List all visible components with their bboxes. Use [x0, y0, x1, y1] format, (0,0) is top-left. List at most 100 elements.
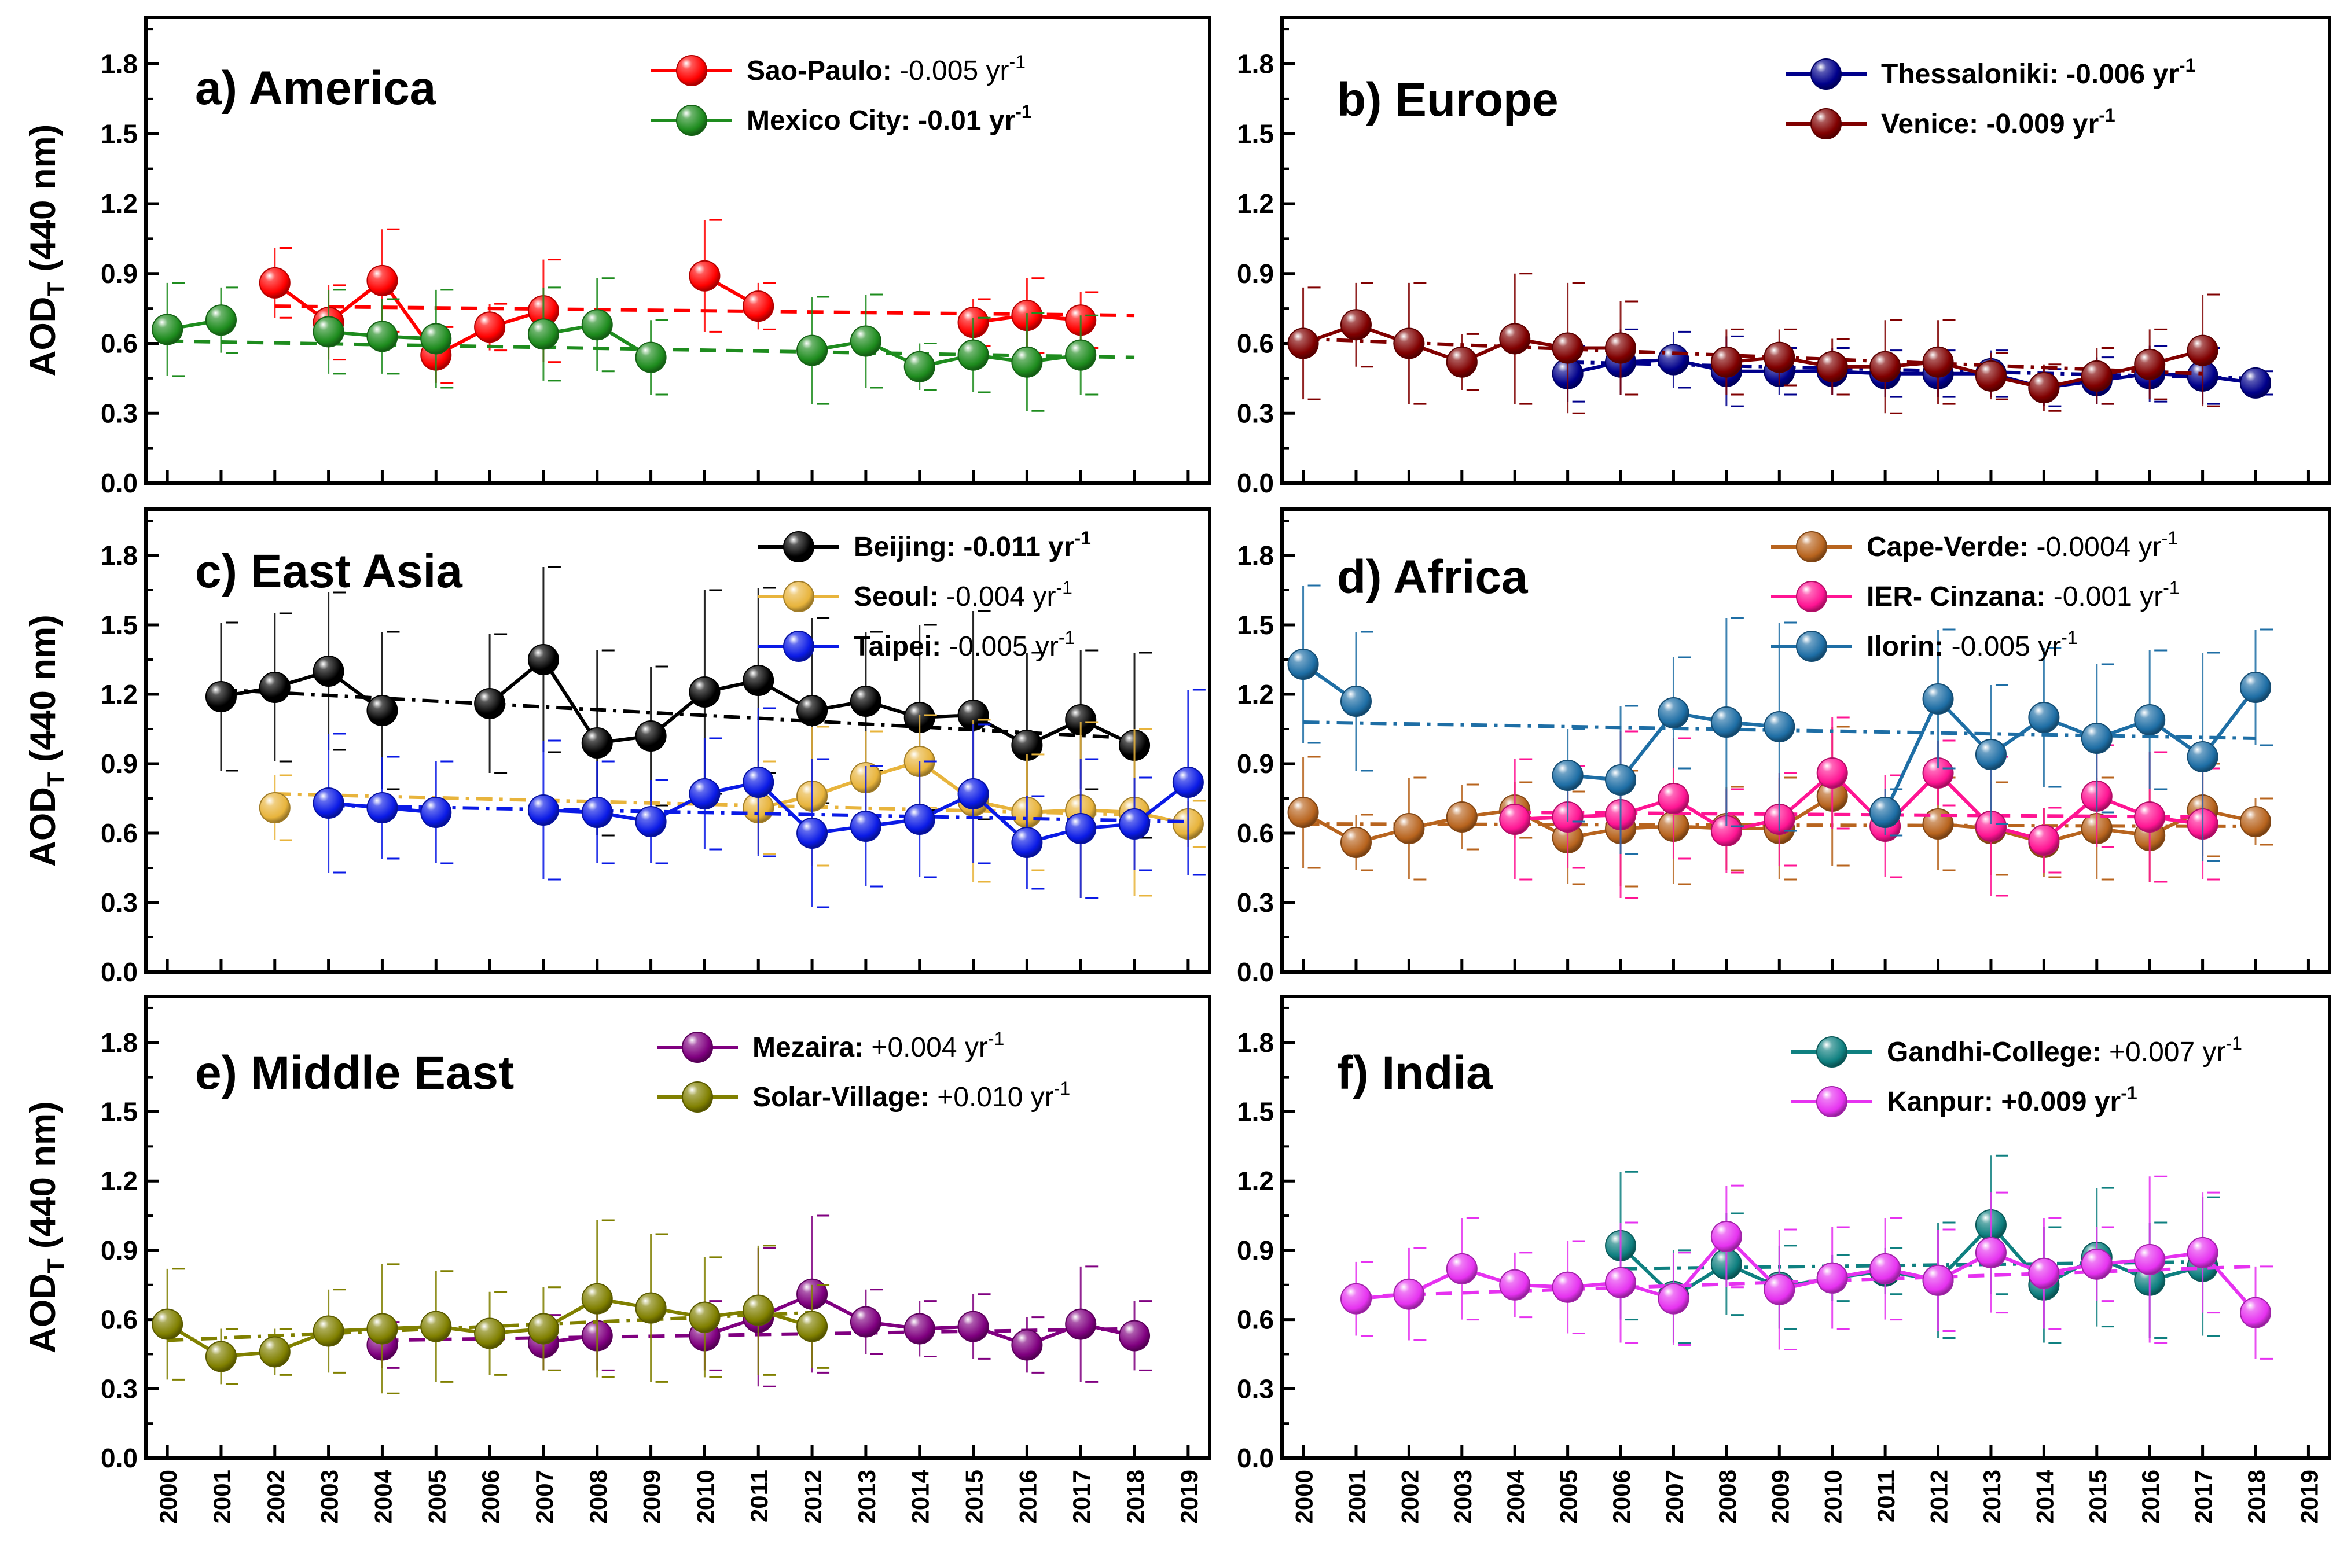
- x-tick-label: 2018: [1122, 1470, 1149, 1523]
- data-point: [1172, 767, 1204, 798]
- data-point: [1340, 686, 1372, 717]
- data-point: [850, 325, 881, 357]
- data-point: [1393, 1278, 1425, 1310]
- x-tick-label: 2016: [1014, 1470, 1041, 1523]
- legend-marker: [1816, 1036, 1847, 1068]
- x-tick-label: 2010: [692, 1470, 719, 1523]
- series-line: [1356, 1234, 2257, 1314]
- y-tick-label: 0.3: [1237, 888, 1274, 918]
- panel-2: 0.0 0.3 0.6 0.9 1.2 1.5 1.8 b) Europe Thessaloni…: [1237, 16, 2331, 498]
- x-tick-label: 2010: [1820, 1470, 1847, 1523]
- x-tick-label: 2018: [2243, 1470, 2270, 1523]
- data-point: [2028, 371, 2060, 403]
- legend-label: Taipei: -0.005 yr-1: [854, 627, 1075, 662]
- data-point: [2240, 1297, 2272, 1328]
- x-tick-label: 2008: [1714, 1470, 1741, 1523]
- data-point: [1869, 351, 1901, 382]
- y-tick-label: 0.9: [101, 259, 138, 289]
- panel-frame: [1280, 995, 2331, 1460]
- legend-entry: IER- Cinzana: -0.001 yr-1: [1771, 577, 2180, 612]
- legend-label: Venice: -0.009 yr-1: [1881, 105, 2115, 139]
- data-point: [1340, 827, 1372, 858]
- x-tick-label: 2014: [907, 1469, 934, 1523]
- data-point: [743, 665, 774, 696]
- series-taipei: [313, 689, 1206, 908]
- legend-entry: Taipei: -0.005 yr-1: [758, 627, 1075, 662]
- x-tick-label: 2012: [1926, 1470, 1953, 1523]
- data-point: [1816, 351, 1848, 382]
- y-tick-label: 0.9: [1237, 259, 1274, 289]
- x-tick-label: 2011: [1872, 1470, 1900, 1522]
- series-kanpur: [1340, 1175, 2273, 1360]
- data-point: [366, 695, 398, 726]
- data-point: [2187, 1236, 2218, 1268]
- data-point: [2081, 1248, 2113, 1280]
- legend-entry: Beijing: -0.011 yr-1: [758, 528, 1091, 562]
- legend-marker: [1796, 581, 1827, 612]
- data-point: [313, 787, 344, 819]
- x-tick-label: 2015: [2084, 1470, 2111, 1523]
- legend-label: Mexico City: -0.01 yr-1: [747, 101, 1032, 136]
- data-point: [152, 1308, 183, 1340]
- legend-entry: Cape-Verde: -0.0004 yr-1: [1771, 528, 2178, 562]
- y-tick-label: 1.2: [1237, 189, 1274, 219]
- x-tick-label: 2017: [1068, 1470, 1095, 1523]
- data-point: [152, 314, 183, 345]
- x-tick-label: 2007: [531, 1470, 558, 1523]
- data-point: [259, 1336, 291, 1368]
- data-point: [1446, 346, 1478, 378]
- legend-marker: [783, 531, 814, 562]
- legend-marker: [783, 581, 814, 612]
- data-point: [366, 792, 398, 823]
- legend-marker: [1810, 108, 1842, 139]
- data-point: [1658, 344, 1689, 376]
- panel-title: c) East Asia: [195, 545, 463, 598]
- data-point: [1340, 309, 1372, 341]
- legend-marker: [682, 1032, 713, 1063]
- x-tick-label: 2005: [1555, 1470, 1582, 1523]
- panel-4: 0.0 0.3 0.6 0.9 1.2 1.5 1.8 d) Africa Cape-Verde…: [1237, 507, 2331, 987]
- data-point: [527, 644, 559, 675]
- y-tick-label: 0.3: [1237, 1374, 1274, 1404]
- x-tick-label: 2014: [2031, 1469, 2058, 1523]
- y-tick-label: 0.9: [1237, 749, 1274, 779]
- data-point: [1065, 339, 1097, 371]
- y-axis-label: AODT (440 nm): [23, 614, 69, 867]
- legend-label: Cape-Verde: -0.0004 yr-1: [1867, 528, 2178, 562]
- data-point: [2028, 1257, 2060, 1289]
- data-point: [1605, 764, 1637, 796]
- panel-3: 0.0 0.3 0.6 0.9 1.2 1.5 1.8 AODT (440 nm) c) Eas…: [23, 507, 1211, 987]
- legend-entry: Thessaloniki: -0.006 yr-1: [1786, 55, 2195, 90]
- x-tick-label: 2001: [208, 1470, 236, 1523]
- y-tick-label: 0.6: [1237, 329, 1274, 359]
- data-point: [474, 688, 506, 719]
- data-point: [1065, 1308, 1097, 1340]
- data-point: [1119, 1320, 1151, 1352]
- data-point: [1446, 1253, 1478, 1284]
- y-tick-label: 0.6: [101, 329, 138, 359]
- panel-frame: [144, 995, 1211, 1460]
- data-point: [1446, 801, 1478, 833]
- y-tick-label: 1.2: [1237, 679, 1274, 709]
- y-tick-label: 0.3: [101, 1374, 138, 1404]
- data-point: [903, 1313, 935, 1345]
- panel-frame: [1280, 16, 2331, 485]
- data-point: [420, 797, 452, 828]
- data-point: [796, 1311, 828, 1342]
- data-point: [1869, 797, 1901, 828]
- panel-title: d) Africa: [1337, 551, 1529, 603]
- y-tick-label: 0.3: [101, 888, 138, 918]
- data-point: [1710, 706, 1742, 738]
- data-point: [2240, 806, 2272, 837]
- data-point: [581, 1283, 613, 1315]
- panel-1: 0.0 0.3 0.6 0.9 1.2 1.5 1.8 AODT (440 nm) a) Ame…: [23, 16, 1211, 498]
- legend-marker: [1810, 58, 1842, 90]
- legend-label: Solar-Village: +0.010 yr-1: [752, 1078, 1070, 1113]
- panel-6: 0.0 0.3 0.6 0.9 1.2 1.5 1.8 2000 2001 2002 2003 200…: [1237, 995, 2331, 1523]
- legend-entry: Ilorin: -0.005 yr-1: [1771, 627, 2078, 662]
- x-tick-label: 2006: [477, 1470, 504, 1523]
- y-tick-label: 1.5: [1237, 610, 1274, 640]
- legend-marker: [1796, 531, 1827, 562]
- panel-title: a) America: [195, 62, 437, 115]
- data-point: [743, 290, 774, 322]
